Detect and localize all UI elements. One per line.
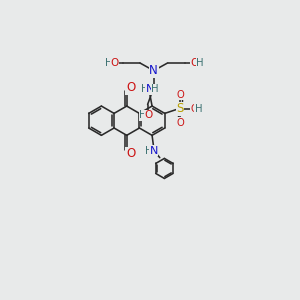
Text: H: H [105, 58, 113, 68]
Text: N: N [149, 146, 158, 156]
Text: H: H [152, 84, 159, 94]
Text: H: H [141, 84, 149, 94]
Text: O: O [176, 118, 184, 128]
Text: H: H [195, 104, 202, 114]
Text: N: N [146, 84, 154, 94]
Text: O: O [190, 58, 199, 68]
Text: H: H [145, 146, 153, 156]
Text: O: O [126, 81, 135, 94]
Text: O: O [176, 90, 184, 100]
Text: H: H [139, 110, 147, 120]
Text: S: S [176, 102, 184, 115]
Text: N: N [149, 64, 158, 77]
Text: O: O [126, 147, 135, 160]
Text: O: O [110, 58, 118, 68]
Text: H: H [196, 58, 204, 68]
Text: O: O [190, 104, 198, 114]
Text: O: O [144, 110, 152, 120]
